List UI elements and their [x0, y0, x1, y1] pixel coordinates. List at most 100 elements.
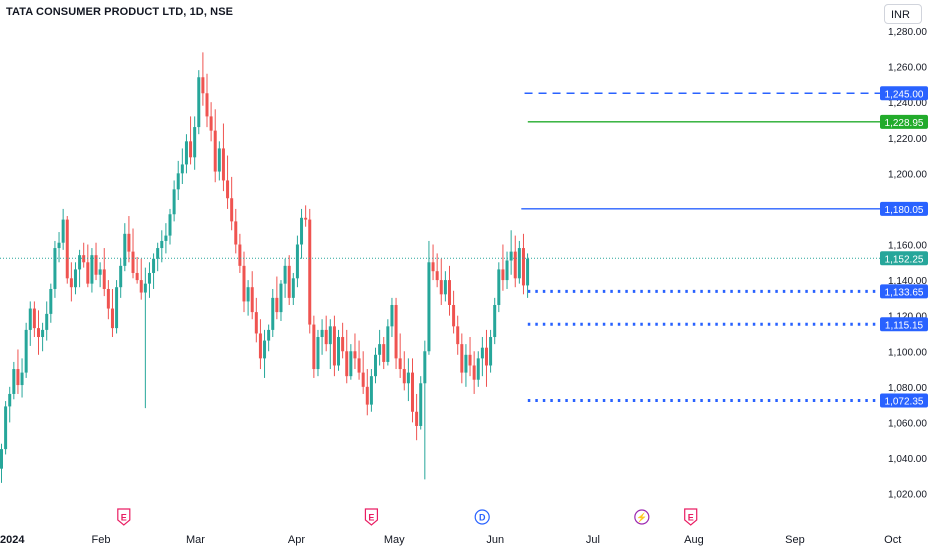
candle: [394, 297, 398, 370]
candle: [8, 386, 12, 423]
candle: [300, 208, 304, 259]
level-price-label: 1,180.05: [885, 205, 924, 216]
candle: [509, 230, 513, 275]
candle: [16, 349, 20, 394]
candle: [230, 176, 234, 231]
candle: [456, 315, 460, 355]
candle-body: [246, 287, 250, 302]
candle: [419, 376, 423, 430]
candle: [513, 235, 517, 288]
candle-body: [464, 354, 468, 373]
price-tick-label: 1,280.00: [888, 27, 927, 38]
candle: [337, 329, 341, 371]
price-tick-label: 1,120.00: [888, 312, 927, 323]
candle-body: [345, 351, 349, 377]
candle-body: [509, 251, 513, 261]
time-tick-label: Jul: [586, 534, 600, 546]
level-price-label-bg: [880, 114, 928, 129]
candle-body: [115, 287, 119, 329]
candle-body: [226, 180, 230, 199]
candle-body: [160, 240, 164, 249]
time-tick-label: Jun: [486, 534, 504, 546]
split-event-icon[interactable]: [634, 509, 650, 525]
candle: [98, 262, 102, 288]
candle: [443, 271, 447, 302]
candle-body: [271, 297, 275, 330]
candle-body: [279, 283, 283, 313]
time-tick-label: Aug: [684, 534, 704, 546]
candle-body: [197, 77, 201, 128]
candle-body: [156, 248, 160, 259]
candle-body: [184, 141, 188, 165]
candle: [324, 315, 328, 352]
candle-body: [419, 383, 423, 426]
candle-body: [439, 280, 443, 295]
time-axis[interactable]: 2024 Feb Mar Apr May Jun Jul Aug Sep Oct: [0, 534, 901, 546]
candle: [246, 280, 250, 316]
candle-body: [61, 219, 65, 243]
candle: [49, 283, 53, 323]
candle: [135, 256, 139, 284]
candle: [213, 109, 217, 183]
candle: [94, 242, 98, 281]
candle-body: [263, 340, 267, 359]
candle-body: [65, 219, 69, 279]
candle-body: [131, 251, 135, 273]
candle: [390, 297, 394, 338]
earnings-event-icon[interactable]: [684, 508, 698, 526]
candle-body: [415, 411, 419, 426]
candle-body: [168, 214, 172, 236]
candle-body: [476, 358, 480, 380]
candle: [312, 315, 316, 378]
candle: [287, 255, 291, 305]
candle: [304, 205, 308, 227]
candle: [411, 358, 414, 423]
candle: [123, 223, 127, 272]
candle-body: [480, 347, 484, 359]
price-tick-label: 1,140.00: [888, 276, 927, 287]
currency-button[interactable]: INR: [884, 4, 922, 24]
candle: [291, 272, 295, 305]
candle: [476, 351, 480, 387]
candle: [32, 301, 36, 338]
candle: [28, 301, 32, 346]
horizontal-levels-layer: [0, 92, 880, 402]
earnings-event-icon[interactable]: [364, 508, 379, 526]
candle-body: [427, 262, 431, 352]
dividend-event-icon[interactable]: [474, 509, 490, 525]
candle: [41, 322, 45, 352]
candle: [226, 155, 230, 209]
candle-body: [69, 278, 73, 288]
candle: [0, 443, 3, 483]
candle: [398, 333, 402, 378]
symbol-title: TATA CONSUMER PRODUCT LTD, 1D, NSE: [6, 6, 234, 18]
candle-body: [221, 148, 225, 181]
candle-body: [8, 393, 12, 407]
candle: [369, 369, 373, 412]
candle: [357, 340, 361, 380]
candle: [221, 123, 225, 192]
candle: [517, 240, 521, 284]
candle-body: [12, 369, 16, 394]
candle: [143, 267, 147, 409]
candle: [526, 253, 530, 298]
earnings-event-icon[interactable]: [117, 508, 131, 526]
candle-body: [300, 217, 304, 245]
earnings-event-letter: E: [688, 513, 694, 523]
candle: [402, 351, 406, 391]
candle-body: [295, 244, 299, 279]
candle: [341, 322, 345, 359]
price-tick-label: 1,060.00: [888, 418, 927, 429]
candle-body: [443, 280, 447, 295]
candle: [73, 262, 77, 295]
candle: [497, 262, 501, 313]
level-price-label-bg: [880, 317, 928, 332]
candle-body: [447, 280, 451, 305]
candle-body: [332, 326, 336, 366]
candle: [316, 329, 320, 377]
split-event-letter: ⚡: [636, 512, 647, 524]
candle-body: [460, 344, 464, 373]
candle: [164, 223, 168, 254]
time-tick-label: 2024: [0, 534, 25, 546]
